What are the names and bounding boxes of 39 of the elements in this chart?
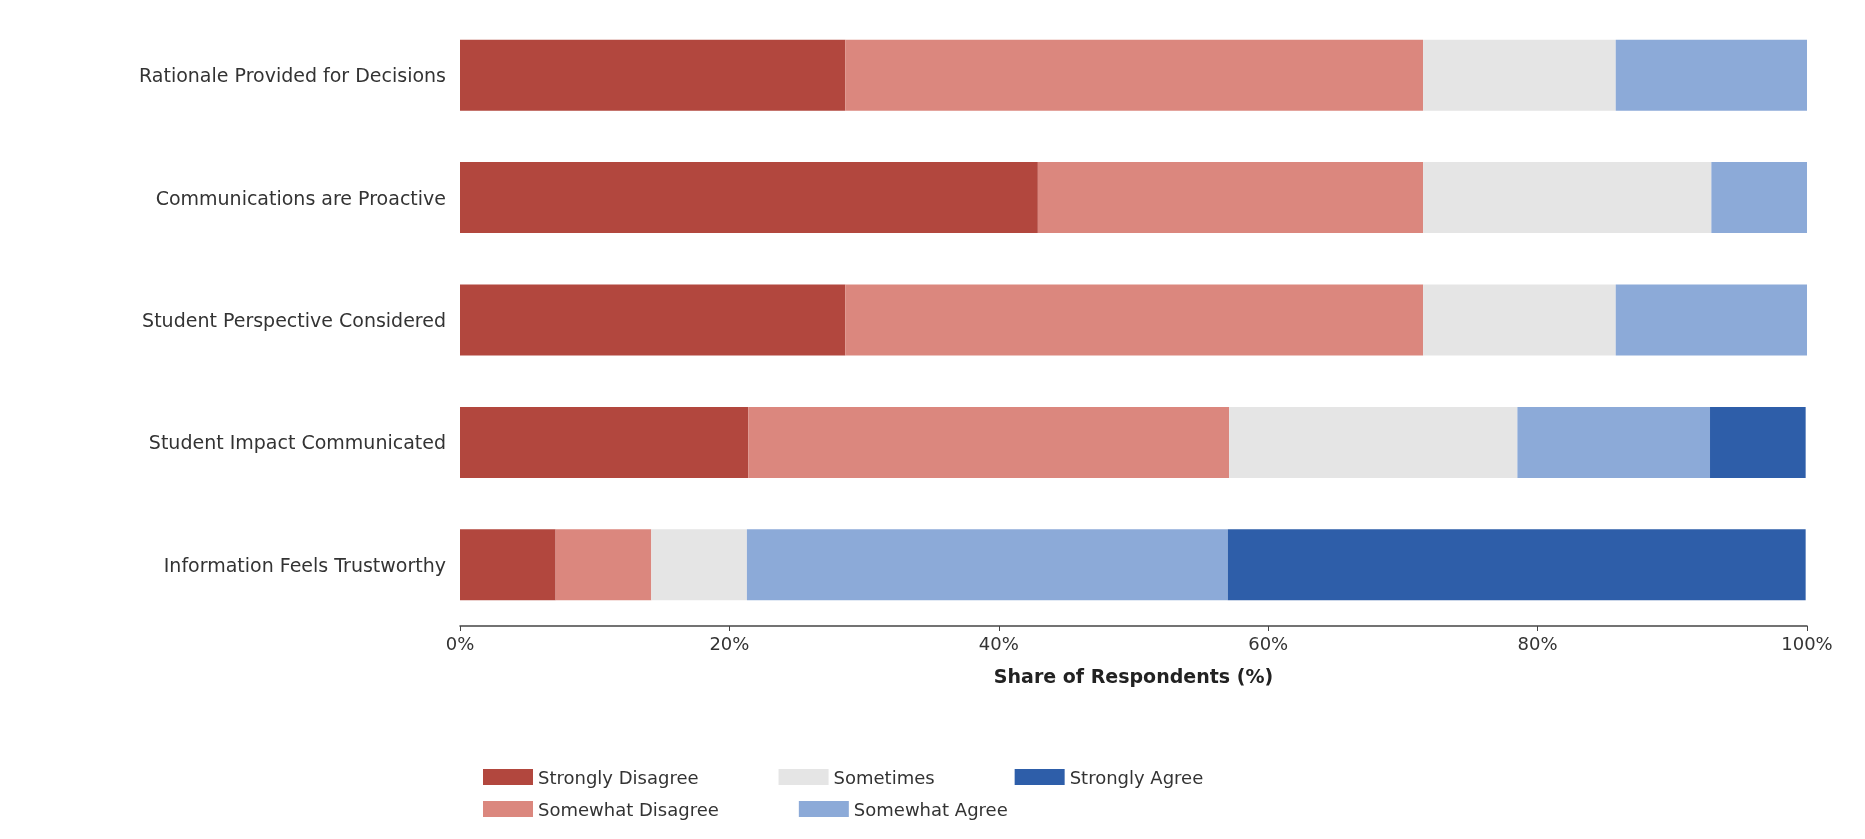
bar: [1615, 284, 1807, 356]
legend-label: Strongly Agree: [1069, 766, 1204, 788]
bar: [460, 529, 556, 601]
y-tick-label: Student Impact Communicated: [148, 431, 446, 454]
bar: [1423, 39, 1616, 111]
bar: [748, 406, 1230, 478]
bar: [1711, 162, 1807, 234]
bar: [555, 529, 652, 601]
y-tick-label: Information Feels Trustworthy: [163, 553, 446, 576]
bar: [1037, 162, 1424, 234]
x-axis-title: Share of Respondents (%): [993, 664, 1274, 687]
bar: [460, 162, 1038, 234]
y-tick-label: Student Perspective Considered: [142, 309, 446, 331]
x-tick-label: 80%: [1517, 632, 1558, 654]
x-tick-label: 0%: [445, 632, 475, 654]
y-tick-label: Rationale Provided for Decisions: [139, 64, 446, 87]
legend-label: Somewhat Disagree: [538, 798, 719, 820]
bar: [460, 406, 749, 478]
bar: [845, 39, 1424, 111]
bar: [460, 284, 846, 356]
bar: [1227, 529, 1806, 601]
bar: [1710, 406, 1806, 478]
x-tick-label: 40%: [978, 632, 1019, 654]
x-tick-label: 20%: [709, 632, 750, 654]
x-tick-label: 100%: [1781, 632, 1833, 654]
bar: [1423, 284, 1616, 356]
bar: [1615, 39, 1807, 111]
bar: [845, 284, 1424, 356]
bar: [651, 529, 747, 601]
bar: [1423, 162, 1712, 234]
legend-label: Strongly Disagree: [538, 766, 699, 788]
legend-label: Sometimes: [833, 766, 935, 788]
x-tick-label: 60%: [1248, 632, 1289, 654]
bar: [746, 529, 1228, 601]
bar: [1229, 406, 1518, 478]
y-tick-label: Communications are Proactive: [155, 186, 446, 209]
legend-label: Somewhat Agree: [853, 798, 1008, 820]
bar: [460, 39, 846, 111]
bar: [1517, 406, 1711, 478]
